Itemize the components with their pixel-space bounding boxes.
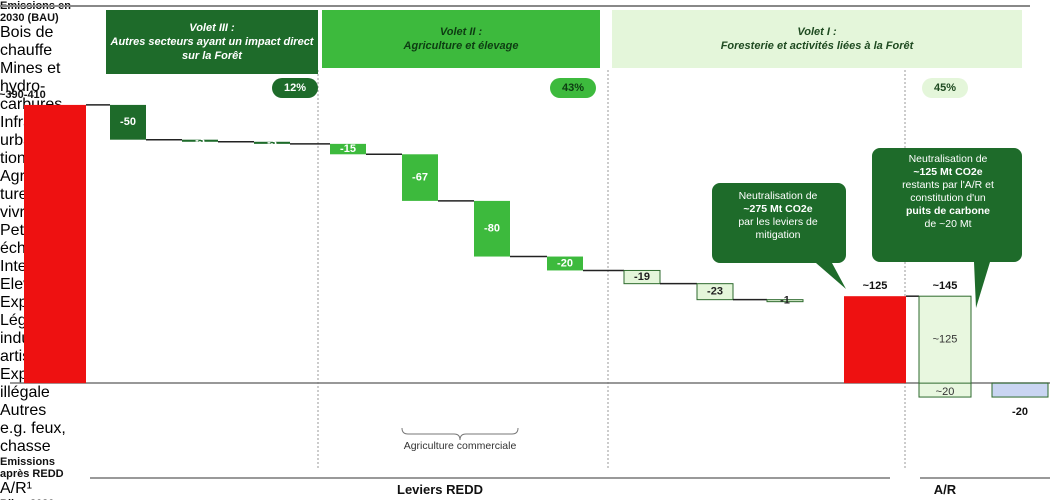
bar xyxy=(547,256,583,271)
volet-header: Volet I : Foresterie et activités liées … xyxy=(612,10,1022,68)
value-label: -19 xyxy=(634,271,650,283)
volet-header: Volet III : Autres secteurs ayant un imp… xyxy=(106,10,318,74)
value-label: ~20 xyxy=(936,386,955,398)
callout-shape xyxy=(712,183,846,289)
callout-text: Neutralisation de xyxy=(738,190,818,202)
bar xyxy=(766,299,804,303)
bar xyxy=(330,143,366,155)
volet-title: Volet I : xyxy=(797,26,837,38)
volet-share: 43% xyxy=(550,78,596,98)
footer-label: A/R xyxy=(933,482,957,497)
x-tick-label: Emissions après REDD xyxy=(0,456,64,480)
bar xyxy=(696,283,734,301)
callout-text: par les leviers de mitigation xyxy=(738,216,818,241)
value-label: -1 xyxy=(780,295,790,307)
callout-text: ~125 Mt CO2e xyxy=(913,166,983,178)
bar xyxy=(991,382,1049,398)
value-label: -20 xyxy=(1012,406,1028,418)
value-label: ~125 xyxy=(863,280,888,292)
callout: Neutralisation de ~125 Mt CO2e restants pa… xyxy=(880,153,1016,231)
volet-title: Volet III : xyxy=(189,22,235,34)
value-label: -80 xyxy=(484,223,500,235)
value-label: -50 xyxy=(120,116,136,128)
bar xyxy=(918,295,972,398)
callout-text: de ~20 Mt xyxy=(924,218,972,230)
callout-text: restants par l'A/R et constitution d'un xyxy=(902,179,994,204)
value-label: -3 xyxy=(195,135,205,147)
bar xyxy=(474,200,510,257)
x-tick-label: Bilan 2030 après REDD+ xyxy=(0,498,76,500)
group-brace xyxy=(401,427,519,441)
group-label: Agriculture commerciale xyxy=(403,440,517,452)
bar xyxy=(402,154,438,201)
callout-text: Neutralisation de xyxy=(908,153,988,165)
bar xyxy=(844,296,906,384)
callout-shape xyxy=(872,148,1022,308)
volet-subtitle: Agriculture et élevage xyxy=(403,40,519,52)
value-label: ~125 xyxy=(933,334,958,346)
value-label: -20 xyxy=(557,257,573,269)
value-label: ~390-410 xyxy=(0,89,46,101)
bar xyxy=(623,269,661,285)
volet-title: Volet II : xyxy=(439,26,483,38)
callout-text: ~275 Mt CO2e xyxy=(743,203,813,215)
callout-text: puits de carbone xyxy=(905,205,990,217)
value-label: -15 xyxy=(340,143,356,155)
volet-subtitle: Autres secteurs ayant un impact direct s… xyxy=(110,36,314,62)
volet-header: Volet II : Agriculture et élevage xyxy=(322,10,600,68)
volet-share: 12% xyxy=(272,78,318,98)
bar xyxy=(254,141,290,144)
bar xyxy=(24,104,86,384)
x-tick-label: A/R¹ xyxy=(0,480,32,497)
value-label: -3 xyxy=(267,137,277,149)
callout: Neutralisation de ~275 Mt CO2e par les lev… xyxy=(716,190,840,242)
x-tick-label: Bois de chauffe xyxy=(0,24,54,59)
x-tick-label: Autres e.g. feux, chasse xyxy=(0,402,66,455)
volet-subtitle: Foresterie et activités liées à la Forêt xyxy=(720,40,914,52)
bar xyxy=(182,139,218,142)
value-label: -67 xyxy=(412,172,428,184)
bar xyxy=(110,104,146,140)
footer-label: Leviers REDD xyxy=(397,482,483,497)
value-label: -23 xyxy=(707,286,723,298)
value-label: ~145 xyxy=(933,280,958,292)
volet-share: 45% xyxy=(922,78,968,98)
